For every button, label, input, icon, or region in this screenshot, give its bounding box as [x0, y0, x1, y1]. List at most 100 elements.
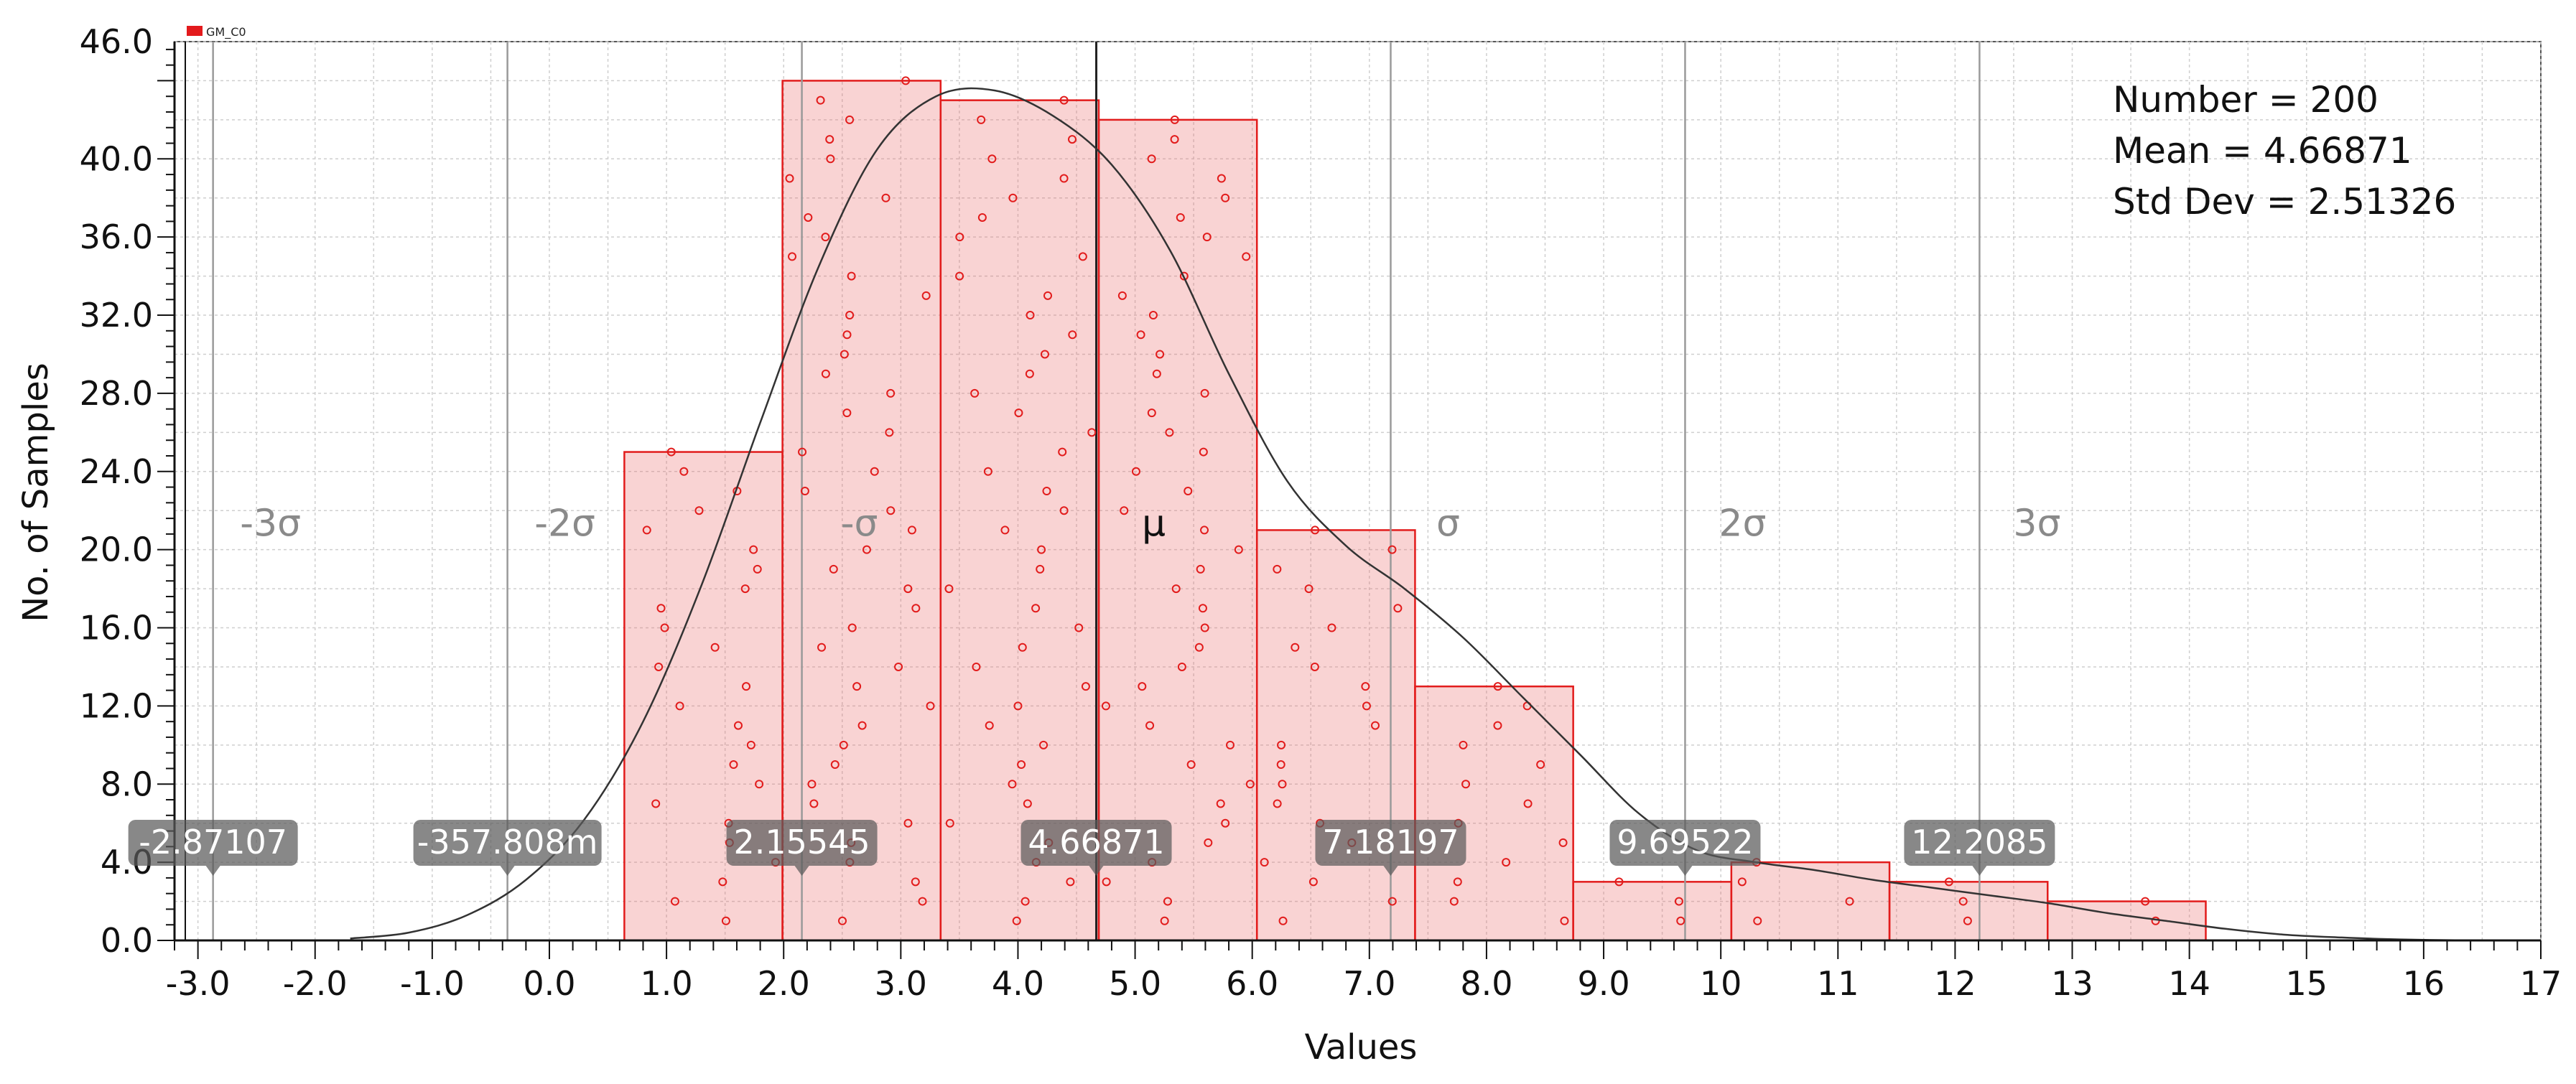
sigma-value-marker: 7.18197 — [1315, 820, 1466, 876]
sample-point — [840, 350, 849, 359]
sample-point — [1753, 916, 1762, 925]
sample-point — [721, 916, 730, 925]
sample-point — [1387, 545, 1397, 554]
sample-point — [1226, 740, 1235, 749]
sample-point — [749, 545, 758, 554]
sample-point — [1013, 701, 1023, 711]
sigma-value-marker: 9.69522 — [1609, 820, 1761, 876]
plot-area — [174, 41, 2542, 941]
histogram-bar — [1888, 881, 2049, 942]
sample-point — [1558, 838, 1568, 847]
sigma-label: 2σ — [1719, 502, 1766, 545]
sigma-value-markers: -2.87107 -357.808m 2.15545 4.66871 7.18197 9.… — [128, 820, 2055, 876]
sample-point — [1120, 506, 1129, 515]
sample-point — [821, 369, 830, 378]
x-tick-label: 13 — [2051, 964, 2093, 1003]
sample-point — [729, 760, 738, 770]
sample-point — [817, 643, 827, 652]
sample-point — [1362, 701, 1371, 711]
x-tick-label: 9.0 — [1577, 964, 1629, 1003]
sample-point — [666, 447, 676, 457]
histogram-bar — [781, 80, 942, 942]
y-tick-label: 0.0 — [101, 921, 153, 960]
sample-point — [886, 388, 896, 398]
x-tick-label: 5.0 — [1109, 964, 1161, 1003]
sample-point — [1614, 877, 1624, 887]
histogram-bars — [623, 80, 2207, 942]
sample-point — [1087, 428, 1097, 437]
sample-point — [800, 487, 809, 495]
sample-point — [921, 291, 931, 300]
sample-point — [742, 682, 751, 691]
legend: GM_C0 — [187, 25, 246, 39]
sample-point — [1311, 525, 1320, 535]
sample-point — [1043, 291, 1053, 300]
sample-point — [1461, 780, 1471, 789]
sample-point — [1014, 408, 1023, 418]
sample-point — [1078, 252, 1087, 261]
marker-value: 2.15545 — [733, 823, 870, 861]
sample-point — [1012, 916, 1021, 925]
sigma-label: σ — [1436, 502, 1460, 545]
sample-point — [1138, 682, 1147, 691]
sample-point — [679, 467, 689, 476]
x-tick-label: -1.0 — [400, 964, 465, 1003]
sample-point — [985, 721, 994, 730]
sample-point — [1502, 858, 1511, 867]
x-tick-label: 0.0 — [523, 964, 575, 1003]
sigma-value-marker: -2.87107 — [128, 820, 298, 876]
sigma-label: μ — [1142, 502, 1166, 545]
sample-point — [852, 682, 862, 691]
x-tick-label: 1.0 — [641, 964, 693, 1003]
sample-point — [1068, 135, 1077, 144]
sample-point — [1066, 877, 1075, 887]
y-tick-label: 12.0 — [80, 686, 153, 725]
sample-point — [1327, 623, 1336, 632]
sample-point — [1221, 818, 1230, 828]
axes: -3.0 -2.0 -1.0 0.0 1.0 2.0 3.0 4.0 5.0 6.0 7.0 8.0 9… — [80, 22, 2562, 1003]
sample-point — [1156, 350, 1165, 359]
sample-point — [1523, 799, 1533, 808]
sample-point — [1273, 799, 1282, 808]
marker-pointer — [500, 866, 515, 876]
sample-point — [1200, 525, 1209, 535]
sample-point — [1147, 408, 1156, 418]
marker-box — [1020, 820, 1172, 866]
sample-point — [1018, 643, 1027, 652]
sample-point — [1163, 897, 1172, 906]
sample-point — [1958, 897, 1968, 906]
sample-point — [740, 584, 750, 594]
sample-point — [807, 780, 817, 789]
sample-point — [903, 818, 913, 828]
y-tick-label: 46.0 — [80, 22, 153, 61]
sample-point — [944, 584, 954, 594]
sample-point — [660, 623, 669, 632]
sample-point — [857, 721, 867, 730]
sample-point — [977, 212, 987, 222]
sample-point — [826, 154, 835, 164]
sample-point — [842, 330, 852, 340]
sample-point — [694, 506, 704, 515]
marker-value: 12.2085 — [1911, 823, 2047, 861]
sample-point — [675, 701, 684, 711]
marker-box — [128, 820, 298, 866]
sample-point — [1308, 877, 1318, 887]
normal-fit-curve — [350, 87, 2471, 942]
legend-swatch — [187, 26, 203, 36]
y-axis-title: No. of Samples — [16, 363, 56, 622]
sample-point — [945, 818, 954, 828]
sample-point — [1023, 799, 1032, 808]
sample-point — [1170, 135, 1179, 144]
sample-point — [1245, 780, 1255, 789]
sample-point — [894, 662, 903, 671]
sample-point — [903, 584, 913, 594]
sample-point — [901, 76, 911, 85]
marker-value: 7.18197 — [1322, 823, 1459, 861]
sample-point — [804, 212, 813, 222]
sample-point — [1361, 682, 1370, 691]
sample-point — [1944, 877, 1953, 887]
y-tick-label: 28.0 — [80, 374, 153, 413]
sample-point — [1017, 760, 1026, 770]
sample-point — [1560, 916, 1569, 925]
marker-pointer — [1678, 866, 1693, 876]
